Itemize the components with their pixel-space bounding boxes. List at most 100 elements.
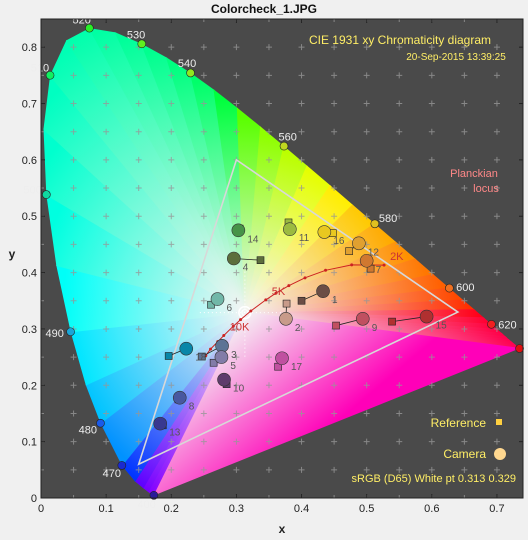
grid-cross [265, 72, 272, 79]
grid-cross [233, 438, 240, 445]
grid-cross [363, 438, 370, 445]
wavelength-label: 600 [456, 282, 474, 294]
grid-cross [168, 156, 175, 163]
grid-cross [233, 185, 240, 192]
patch-number-label: 5 [230, 361, 236, 372]
patch-number-label: 16 [333, 236, 345, 247]
grid-cross [41, 297, 44, 304]
grid-cross [363, 213, 370, 220]
grid-cross [135, 466, 142, 473]
grid-cross [461, 19, 468, 22]
patch-number-label: 2 [295, 323, 301, 334]
x-tick-label: 0.5 [359, 503, 374, 515]
grid-cross [363, 156, 370, 163]
grid-cross [265, 495, 272, 498]
grid-cross [428, 100, 435, 107]
grid-cross [200, 297, 207, 304]
x-tick-label: 0.2 [164, 503, 179, 515]
wavelength-label: 400 [138, 499, 156, 511]
grid-cross [103, 354, 110, 361]
wavelength-label: 520 [73, 14, 91, 26]
grid-cross [331, 128, 338, 135]
wavelength-label: 510 [31, 63, 49, 75]
grid-cross [200, 72, 207, 79]
grid-cross [461, 156, 468, 163]
grid-cross [233, 269, 240, 276]
grid-cross [493, 72, 500, 79]
patch-number-label: 7 [376, 265, 382, 276]
grid-cross [200, 495, 207, 498]
wavelength-marker [515, 344, 524, 353]
wavelength-marker [45, 70, 55, 80]
x-tick-label: 0.7 [489, 503, 504, 515]
patch-number-label: 8 [189, 402, 195, 413]
grid-cross [461, 185, 468, 192]
grid-cross [396, 44, 403, 51]
white-point-marker [238, 305, 252, 320]
grid-cross [363, 269, 370, 276]
y-tick-label: 0 [31, 493, 37, 505]
planckian-point [274, 291, 278, 295]
patch-number-label: 15 [436, 321, 448, 332]
grid-cross [396, 297, 403, 304]
grid-cross [363, 382, 370, 389]
x-tick-label: 0.4 [294, 503, 309, 515]
grid-cross [200, 128, 207, 135]
grid-cross [233, 466, 240, 473]
grid-cross [265, 44, 272, 51]
planckian-point [350, 263, 354, 267]
grid-cross [493, 297, 500, 304]
grid-cross [265, 269, 272, 276]
grid-cross [461, 297, 468, 304]
grid-cross [298, 128, 305, 135]
planckian-label-line1: Planckian [450, 168, 498, 180]
chart-title: CIE 1931 xy Chromaticity diagram [309, 33, 491, 47]
grid-cross [70, 438, 77, 445]
grid [41, 19, 500, 498]
grid-cross [265, 382, 272, 389]
grid-cross [265, 19, 272, 22]
planckian-label-line2: locus [473, 183, 499, 195]
grid-cross [396, 495, 403, 498]
wavelength-marker [279, 141, 289, 151]
legend-camera-swatch [494, 448, 506, 460]
grid-cross [331, 382, 338, 389]
planckian-point [231, 324, 235, 328]
grid-cross [428, 297, 435, 304]
grid-cross [168, 241, 175, 248]
grid-cross [200, 19, 207, 22]
grid-cross [428, 72, 435, 79]
camera-circle [179, 341, 194, 356]
grid-cross [493, 100, 500, 107]
grid-cross [396, 241, 403, 248]
grid-cross [461, 100, 468, 107]
grid-cross [493, 438, 500, 445]
grid-cross [103, 466, 110, 473]
grid-cross [103, 382, 110, 389]
grid-cross [135, 100, 142, 107]
window-title: Colorcheck_1.JPG [211, 2, 317, 16]
grid-cross [41, 72, 44, 79]
wavelength-label: 530 [127, 30, 145, 42]
grid-cross [41, 241, 44, 248]
grid-cross [493, 354, 500, 361]
wavelength-marker [85, 23, 94, 33]
grid-cross [233, 72, 240, 79]
grid-cross [396, 100, 403, 107]
grid-cross [70, 382, 77, 389]
y-tick-label: 0.3 [22, 324, 37, 336]
camera-circle [231, 223, 246, 238]
grid-cross [298, 185, 305, 192]
grid-cross [70, 213, 77, 220]
grid-cross [461, 128, 468, 135]
wavelength-label: 500 [23, 184, 41, 196]
grid-cross [363, 44, 370, 51]
grid-cross [103, 100, 110, 107]
grid-cross [461, 354, 468, 361]
grid-cross [70, 466, 77, 473]
y-axis-label: y [9, 247, 16, 261]
grid-cross [41, 466, 44, 473]
grid-cross [103, 185, 110, 192]
grid-cross [493, 213, 500, 220]
camera-circle [317, 225, 332, 239]
